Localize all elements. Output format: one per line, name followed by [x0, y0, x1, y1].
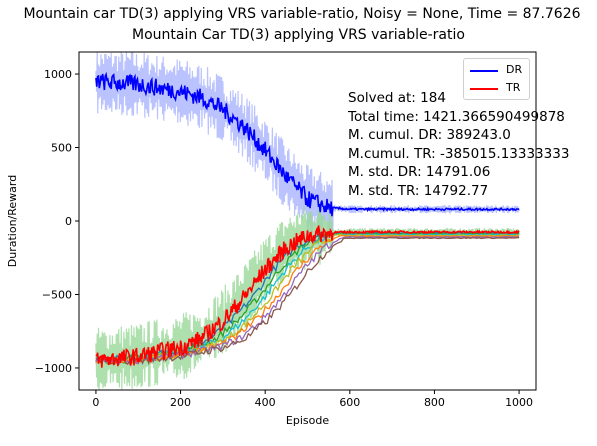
dr-noise-band: [95, 52, 520, 237]
y-tick-label--1000: −1000: [35, 362, 72, 375]
legend-label-tr: TR: [506, 81, 521, 94]
run-line-3: [95, 231, 520, 366]
series-line-tr: [95, 225, 520, 368]
run-line-5: [95, 234, 520, 365]
std-tr-text: M. std. TR: 14792.77: [348, 182, 489, 199]
x-tick-label-0: 0: [92, 396, 99, 409]
cumul-dr-text: M. cumul. DR: 389243.0: [348, 127, 511, 143]
run-line-7: [95, 236, 520, 366]
x-axis-label: Episode: [286, 414, 329, 427]
axis-ticks: 0 200 400 600 800 1000 1000 500 0 −500 −1000: [35, 68, 533, 409]
y-axis-label: Duration/Reward: [6, 175, 19, 267]
stats-annotation: Solved at: 184 Total time: 1421.36659049…: [348, 89, 569, 200]
y-tick-label-1000: 1000: [44, 68, 72, 81]
total-time-text: Total time: 1421.366590499878: [348, 108, 565, 125]
legend-swatch-dr: [470, 70, 498, 72]
plot-series-group: [95, 52, 520, 390]
x-tick-label-1000: 1000: [505, 396, 533, 409]
std-dr-text: M. std. DR: 14791.06: [348, 164, 491, 180]
y-tick-label--500: −500: [42, 288, 72, 301]
legend-swatch-tr: [470, 88, 498, 90]
legend-label-dr: DR: [506, 63, 523, 76]
x-tick-label-800: 800: [424, 396, 445, 409]
x-tick-label-200: 200: [170, 396, 191, 409]
cumul-tr-text: M.cumul. TR: -385015.13333333: [348, 145, 570, 162]
run-line-6: [95, 236, 520, 366]
x-tick-label-600: 600: [339, 396, 360, 409]
chart-title: Mountain Car TD(3) applying VRS variable…: [132, 27, 465, 43]
x-tick-label-400: 400: [255, 396, 276, 409]
y-tick-label-0: 0: [65, 215, 72, 228]
series-line-dr: [95, 71, 520, 217]
y-tick-label-500: 500: [51, 142, 72, 155]
chart-legend: DR TR: [463, 58, 530, 100]
plot-area: [95, 52, 520, 390]
figure-suptitle: Mountain car TD(3) applying VRS variable…: [23, 6, 581, 22]
solved-at-text: Solved at: 184: [348, 90, 446, 106]
